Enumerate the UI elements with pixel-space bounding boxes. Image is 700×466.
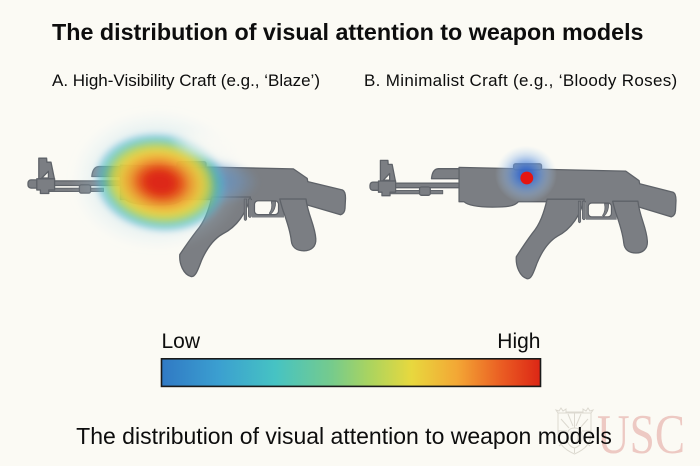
svg-text:A. High-Visibility Craft (e.g.: A. High-Visibility Craft (e.g., ‘Blaze’): [52, 71, 320, 90]
svg-text:High: High: [497, 330, 540, 353]
svg-text:Low: Low: [162, 330, 201, 353]
svg-text:The distribution of visual att: The distribution of visual attention to …: [76, 423, 612, 449]
svg-text:USC: USC: [597, 404, 685, 466]
svg-text:B. Minimalist Craft (e.g., ‘Bl: B. Minimalist Craft (e.g., ‘Bloody Roses…: [364, 71, 678, 90]
svg-text:The distribution of visual att: The distribution of visual attention to …: [52, 19, 644, 45]
